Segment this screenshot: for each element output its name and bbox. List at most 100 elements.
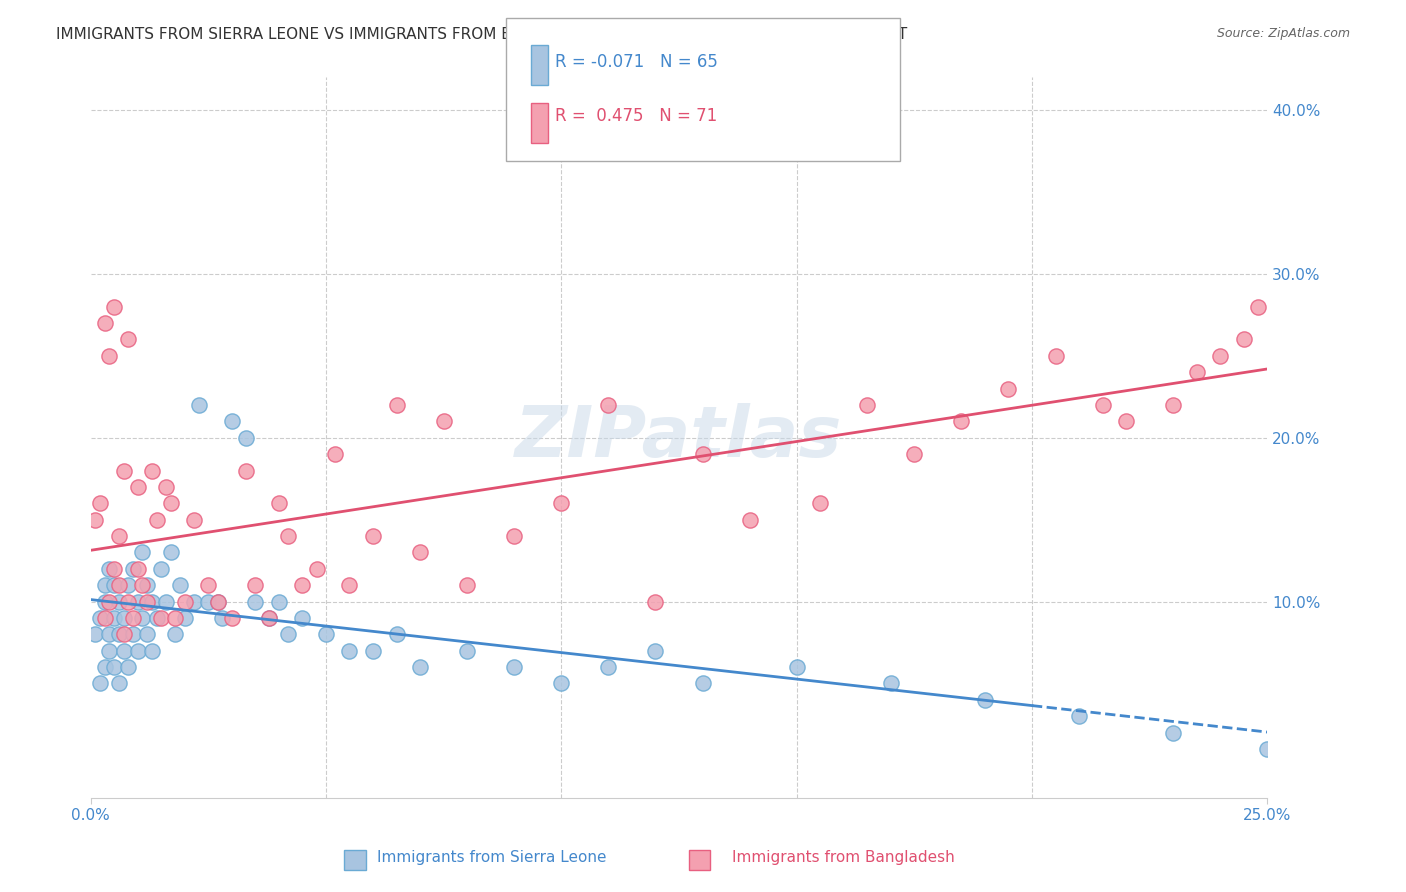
Point: [550, 676, 572, 690]
Point: [1185, 365, 1208, 379]
Point: [598, 660, 620, 674]
Point: [503, 529, 526, 543]
Point: [145, 513, 167, 527]
Point: [173, 594, 195, 608]
Point: [131, 611, 153, 625]
Point: [339, 578, 361, 592]
Point: [950, 414, 973, 428]
Point: [456, 643, 478, 657]
Point: [245, 594, 267, 608]
Text: Immigrants from Sierra Leone: Immigrants from Sierra Leone: [377, 850, 607, 865]
Point: [117, 594, 139, 608]
Point: [207, 594, 229, 608]
Point: [1265, 365, 1288, 379]
Point: [84, 513, 107, 527]
Point: [361, 643, 384, 657]
Point: [122, 627, 145, 641]
Point: [211, 611, 233, 625]
Point: [1341, 300, 1364, 314]
Point: [117, 660, 139, 674]
Point: [145, 611, 167, 625]
Point: [89, 676, 111, 690]
Point: [155, 480, 177, 494]
Point: [93, 611, 115, 625]
Point: [117, 578, 139, 592]
Point: [856, 398, 879, 412]
Point: [267, 594, 290, 608]
Point: [131, 578, 153, 592]
Point: [1067, 709, 1090, 723]
Point: [131, 545, 153, 559]
Point: [141, 463, 163, 477]
Point: [93, 660, 115, 674]
Point: [385, 627, 408, 641]
Text: R = -0.071   N = 65: R = -0.071 N = 65: [555, 54, 718, 71]
Point: [1327, 333, 1350, 347]
Point: [136, 627, 159, 641]
Point: [108, 578, 131, 592]
Point: [221, 414, 243, 428]
Point: [291, 611, 314, 625]
Point: [1161, 398, 1184, 412]
Point: [197, 578, 219, 592]
Point: [1045, 349, 1067, 363]
Point: [1294, 251, 1316, 265]
Point: [112, 611, 135, 625]
Point: [103, 660, 125, 674]
Point: [98, 594, 121, 608]
Point: [1256, 742, 1278, 756]
Point: [644, 643, 666, 657]
Point: [98, 349, 121, 363]
Point: [235, 431, 257, 445]
Point: [361, 529, 384, 543]
Point: [550, 496, 572, 510]
Text: R =  0.475   N = 71: R = 0.475 N = 71: [555, 107, 717, 125]
Point: [150, 562, 173, 576]
Point: [433, 414, 456, 428]
Point: [738, 513, 761, 527]
Point: [122, 562, 145, 576]
Point: [325, 447, 347, 461]
Point: [259, 611, 281, 625]
Point: [197, 594, 219, 608]
Point: [169, 578, 191, 592]
Point: [108, 529, 131, 543]
Point: [1161, 725, 1184, 739]
Point: [108, 594, 131, 608]
Text: IMMIGRANTS FROM SIERRA LEONE VS IMMIGRANTS FROM BANGLADESH FAMILY POVERTY CORREL: IMMIGRANTS FROM SIERRA LEONE VS IMMIGRAN…: [56, 27, 907, 42]
Text: Source: ZipAtlas.com: Source: ZipAtlas.com: [1216, 27, 1350, 40]
Point: [1279, 333, 1302, 347]
Point: [98, 562, 121, 576]
Point: [245, 578, 267, 592]
Point: [503, 660, 526, 674]
Point: [1247, 300, 1270, 314]
Point: [1115, 414, 1137, 428]
Text: ZIPatlas: ZIPatlas: [515, 403, 842, 472]
Point: [89, 611, 111, 625]
Point: [291, 578, 314, 592]
Point: [997, 382, 1019, 396]
Point: [127, 643, 149, 657]
Point: [1303, 349, 1326, 363]
Point: [165, 627, 187, 641]
Point: [808, 496, 831, 510]
Point: [122, 611, 145, 625]
Point: [173, 611, 195, 625]
Point: [136, 578, 159, 592]
Point: [1209, 349, 1232, 363]
Point: [187, 398, 209, 412]
Point: [117, 333, 139, 347]
Point: [93, 578, 115, 592]
Point: [150, 611, 173, 625]
Point: [93, 594, 115, 608]
Point: [786, 660, 808, 674]
Point: [155, 594, 177, 608]
Point: [136, 594, 159, 608]
Point: [183, 594, 205, 608]
Point: [103, 578, 125, 592]
Point: [409, 660, 432, 674]
Point: [108, 627, 131, 641]
Point: [259, 611, 281, 625]
Point: [692, 447, 714, 461]
Point: [1233, 333, 1256, 347]
